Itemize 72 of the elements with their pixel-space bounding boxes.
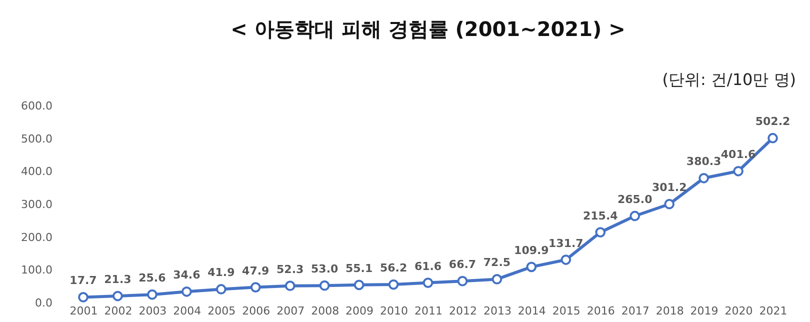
data-label: 401.6 [720,148,756,162]
point [78,292,88,302]
point [216,284,226,294]
point [526,262,537,272]
point [181,286,192,297]
x-tick-label: 2018 [656,304,684,318]
data-label: 131.7 [548,236,584,250]
x-tick-label: 2009 [346,304,374,318]
data-label: 56.2 [380,262,408,275]
point [768,132,778,144]
x-tick-label: 2011 [414,304,442,318]
x-tick-label: 2016 [586,304,615,318]
chart-title: < 아동학대 피해 경험률 (2001~2021) > [230,17,626,41]
point [250,282,261,292]
data-label: 215.4 [582,209,618,222]
x-tick-label: 2012 [448,304,477,318]
point [319,280,330,291]
x-tick-label: 2005 [208,304,236,318]
point [733,166,744,176]
point [112,290,123,302]
point [422,278,434,288]
text: (단위: 건/10만 명) [662,70,796,91]
data-label: 61.6 [414,260,442,273]
x-tick-label: 2015 [552,304,580,318]
data-label: 502.2 [755,115,790,128]
data-label: 25.6 [138,272,166,285]
data-label: 109.9 [514,244,549,257]
data-label: 265.0 [617,192,653,206]
data-label: 21.3 [104,273,132,286]
x-tick-label: 2006 [242,304,270,318]
point [698,172,709,184]
y-tick-label: 500.0 [21,132,52,146]
x-tick-label: 2014 [518,304,546,318]
y-tick-label: 0.0 [35,296,52,310]
data-label: 55.1 [345,262,373,275]
data-label: 72.5 [483,256,511,270]
data-label: 380.3 [686,155,722,168]
x-tick-label: 2013 [483,304,512,318]
data-label: 52.3 [276,262,304,276]
point [492,274,502,284]
x-tick-label: 2020 [724,304,753,318]
x-tick-label: 2002 [104,304,132,318]
x-tick-label: 2019 [690,304,718,318]
x-tick-label: 2010 [380,304,408,318]
y-tick-label: 100.0 [21,264,52,277]
point [595,227,606,238]
data-label: 34.6 [173,268,201,282]
x-tick-label: 2003 [138,304,167,318]
point [664,198,675,210]
x-tick-label: 2007 [276,304,305,318]
y-tick-label: 600.0 [21,100,52,112]
x-tick-label: 2001 [70,304,98,318]
x-tick-label: 2008 [311,304,340,318]
point [354,280,364,290]
y-tick-label: 200.0 [21,230,52,244]
point [284,280,296,292]
point [560,254,572,265]
point [457,276,468,286]
x-tick-label: 2021 [759,304,788,318]
data-label: 41.9 [208,266,235,280]
data-label: 301.2 [652,181,687,194]
data-label: 66.7 [448,258,476,272]
x-tick-label: 2004 [173,304,202,318]
data-label: 53.0 [311,262,338,276]
point [388,279,399,290]
point [147,289,158,300]
y-tick-label: 400.0 [21,165,52,178]
data-label: 17.7 [70,274,97,288]
x-tick-label: 2017 [621,304,650,318]
data-label: 47.9 [242,264,270,278]
point [630,210,640,222]
y-tick-label: 300.0 [21,198,52,211]
